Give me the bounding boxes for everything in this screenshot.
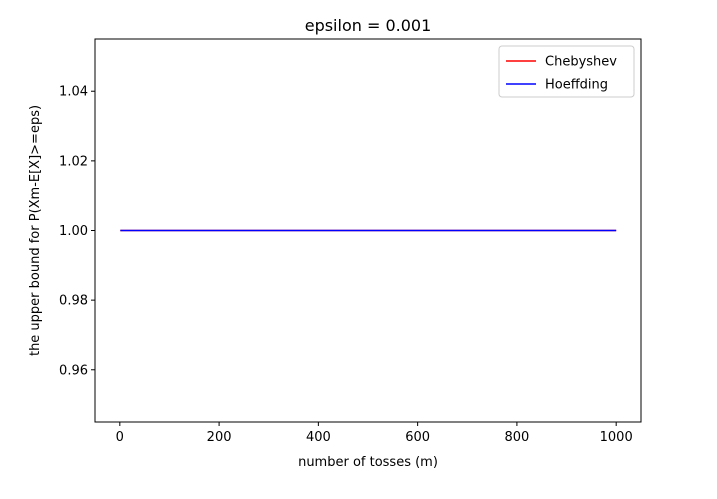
y-tick-label: 0.98: [59, 294, 88, 309]
x-tick-label: 600: [405, 430, 430, 445]
x-tick-label: 200: [207, 430, 232, 445]
y-tick-label: 1.00: [59, 224, 88, 239]
y-tick-label: 1.04: [59, 85, 88, 100]
legend-label-chebyshev: Chebyshev: [545, 55, 617, 70]
x-tick-label: 800: [504, 430, 529, 445]
y-tick-label: 1.02: [59, 154, 88, 169]
y-axis-label: the upper bound for P(Xm-E[X]>=eps): [28, 105, 43, 356]
y-axis-ticks: 0.96 0.98 1.00 1.02 1.04: [59, 85, 95, 378]
x-axis-label: number of tosses (m): [298, 455, 438, 470]
x-axis-ticks: 0 200 400 600 800 1000: [116, 422, 633, 445]
legend-label-hoeffding: Hoeffding: [545, 78, 608, 93]
legend: Chebyshev Hoeffding: [498, 45, 635, 98]
x-tick-label: 0: [116, 430, 124, 445]
x-tick-label: 1000: [600, 430, 633, 445]
y-tick-label: 0.96: [59, 363, 88, 378]
x-tick-label: 400: [306, 430, 331, 445]
chart-title: epsilon = 0.001: [305, 16, 432, 35]
